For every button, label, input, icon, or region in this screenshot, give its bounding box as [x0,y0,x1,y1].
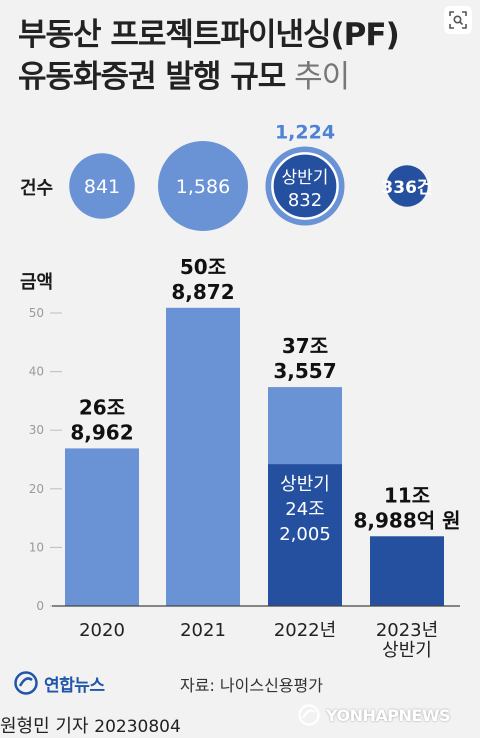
bar-sub-label-2-2: 2,005 [279,524,331,545]
count-label-1: 1,586 [176,176,230,198]
lens-search-icon[interactable] [444,6,472,34]
watermark-icon [298,704,320,726]
title-line-1: 부동산 프로젝트파이낸싱(PF) [18,17,400,53]
count-sub-label-2-0: 상반기 [282,168,329,188]
count-label-3: 336건 [381,178,432,198]
title-line-2-main: 유동화증권 발행 규모 [18,59,286,95]
y-tick-label-3: 30 [29,423,44,437]
y-tick-label-2: 20 [29,482,44,496]
x-category-label-3-1: 상반기 [382,640,432,661]
y-tick-label-4: 40 [29,365,44,379]
chart-title: 부동산 프로젝트파이낸싱(PF) 유동화증권 발행 규모 추이 [18,14,400,98]
watermark-text: YONHAPNEWS [326,705,451,725]
yonhap-logo-text: 연합뉴스 [44,675,105,696]
count-bubble-sub-2 [271,152,339,220]
y-tick-label-0: 0 [36,599,44,613]
yonhap-logo: 연합뉴스 [14,670,105,696]
x-category-label-3-0: 2023년 [376,620,438,641]
byline-date: 20230804 [94,717,181,737]
x-category-label-0: 2020 [79,620,125,641]
bar-value-label-1-a: 50조 [180,255,226,279]
count-sub-label-2-1: 832 [288,190,322,211]
byline-name: 원형민 기자 [0,716,89,737]
bar-value-label-3-a: 11조 [384,483,430,507]
bar-sub-label-2-0: 상반기 [280,474,330,495]
count-label-0: 841 [84,176,120,198]
bar-3 [370,536,444,606]
bar-value-label-1-b: 8,872 [171,280,234,304]
bar-value-label-0-b: 8,962 [70,420,133,444]
bar-value-label-2-a: 37조 [282,334,328,358]
bar-1 [166,307,240,606]
bar-value-label-3-b: 8,988억 원 [353,508,460,532]
watermark: YONHAPNEWS [298,704,451,726]
bar-value-label-0-a: 26조 [79,395,125,419]
title-line-2-tail: 추이 [285,59,350,95]
byline: 원형민 기자 20230804 [0,712,181,738]
x-category-label-2: 2022년 [274,620,336,641]
bar-value-label-2-b: 3,557 [273,359,336,383]
lens-glyph [449,11,467,29]
count-axis-label: 건수 [20,178,54,199]
title-line-2: 유동화증권 발행 규모 추이 [18,56,399,98]
bar-sub-label-2-1: 24조 [285,499,324,520]
bar-0 [65,448,139,606]
y-tick-label-5: 50 [29,306,44,320]
count-bubble-3 [386,165,428,207]
count-label-2: 1,224 [275,121,335,143]
amount-axis-label: 금액 [20,272,54,293]
x-category-label-1: 2021 [180,620,226,641]
y-tick-label-1: 10 [29,540,44,554]
count-bubble-1 [158,141,248,231]
yonhap-logo-icon [14,671,38,695]
count-bubble-0 [69,153,135,219]
bar-sub-2 [268,464,342,606]
source-note: 자료: 나이스신용평가 [180,676,323,695]
